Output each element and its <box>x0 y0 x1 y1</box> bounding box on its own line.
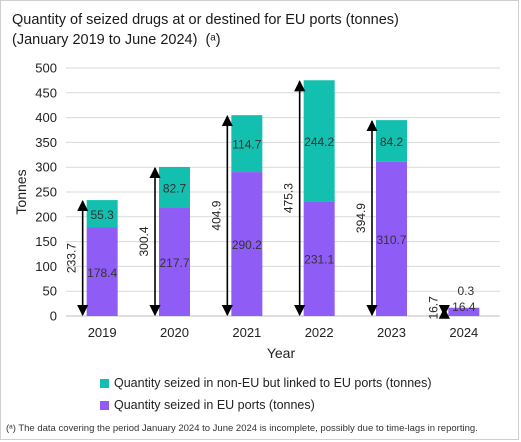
non-eu-value-label: 82.7 <box>163 182 187 196</box>
legend-label: Quantity seized in EU ports (tonnes) <box>114 398 315 412</box>
eu-value-label: 290.2 <box>232 238 262 252</box>
bar-segment <box>376 120 407 162</box>
bar-segment <box>231 115 263 173</box>
x-tick-label: 2022 <box>305 325 334 340</box>
bar-segment <box>448 307 480 316</box>
legend-label: Quantity seized in non-EU but linked to … <box>114 376 432 390</box>
chart-title-period: (January 2019 to June 2024) <box>12 32 198 48</box>
non-eu-value-label: 244.2 <box>304 135 334 149</box>
bar-segment <box>376 161 407 316</box>
bar-segment <box>303 201 335 316</box>
bars <box>86 80 480 316</box>
eu-value-label: 231.1 <box>304 253 334 267</box>
total-label: 404.9 <box>209 200 223 230</box>
y-axis-title: Tonnes <box>13 169 29 214</box>
legend-item: Quantity seized in EU ports (tonnes) <box>100 394 432 416</box>
y-tick-label: 250 <box>35 185 57 200</box>
eu-value-label: 16.4 <box>452 300 476 314</box>
x-axis-title: Year <box>267 345 296 361</box>
chart-title: Quantity of seized drugs at or destined … <box>12 10 399 50</box>
x-tick-label: 2023 <box>377 325 406 340</box>
non-eu-value-label: 55.3 <box>90 208 114 222</box>
y-tick-label: 0 <box>50 309 57 324</box>
chart-title-line1: Quantity of seized drugs at or destined … <box>12 12 399 28</box>
y-tick-label: 100 <box>35 259 57 274</box>
x-tick-label: 2021 <box>232 325 261 340</box>
chart-text: 0 50 100 150 200 250 300 350 400 450 500 Tonnes Year… <box>13 61 478 362</box>
legend-item: Quantity seized in non-EU but linked to … <box>100 372 432 394</box>
y-tick-label: 400 <box>35 110 57 125</box>
total-label: 233.7 <box>65 243 79 273</box>
bar-segment <box>86 227 118 316</box>
y-tick-label: 300 <box>35 160 57 175</box>
x-tick-label: 2019 <box>88 325 117 340</box>
gridlines <box>66 67 500 317</box>
legend-swatch <box>100 378 109 388</box>
x-tick-label: 2024 <box>449 325 478 340</box>
y-tick-label: 500 <box>35 61 57 76</box>
eu-value-label: 178.4 <box>87 266 117 280</box>
y-tick-label: 200 <box>35 209 57 224</box>
y-tick-label: 350 <box>35 135 57 150</box>
chart-title-line2: (January 2019 to June 2024) (ᵃ) <box>12 30 399 50</box>
chart-title-note: (ᵃ) <box>205 32 221 48</box>
total-label: 394.9 <box>354 203 368 233</box>
eu-value-label: 310.7 <box>376 233 406 247</box>
total-label: 300.4 <box>137 226 151 256</box>
bar-segment <box>231 172 263 316</box>
non-eu-value-label: 114.7 <box>232 138 261 152</box>
non-eu-value-label: 84.2 <box>380 135 404 149</box>
bar-segment <box>159 167 190 209</box>
legend-swatch <box>100 400 109 410</box>
y-tick-label: 50 <box>43 284 57 299</box>
x-tick-label: 2020 <box>160 325 189 340</box>
non-eu-value-label: 0.3 <box>457 284 474 298</box>
bar-segment <box>159 208 190 316</box>
footnote: (ᵃ) The data covering the period January… <box>6 423 478 434</box>
y-tick-label: 450 <box>35 85 57 100</box>
bar-segment <box>303 80 335 202</box>
eu-value-label: 217.7 <box>159 256 189 270</box>
bar-segment <box>86 200 118 228</box>
y-tick-label: 150 <box>35 234 57 249</box>
total-arrows <box>77 80 450 319</box>
total-label: 16.7 <box>426 296 440 320</box>
chart-legend: Quantity seized in non-EU but linked to … <box>100 372 432 416</box>
total-label: 475.3 <box>282 183 296 213</box>
